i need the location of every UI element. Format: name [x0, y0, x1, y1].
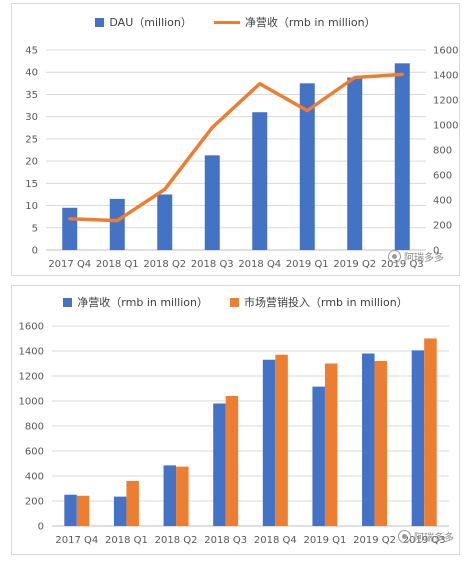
bar-dau — [62, 207, 78, 250]
watermark-top: 阿瑞多多 — [388, 249, 444, 264]
bar-revenue — [113, 496, 127, 526]
x-tick-label: 2018 Q4 — [254, 535, 297, 546]
x-tick-label: 2018 Q3 — [204, 535, 247, 546]
y-tick-label-left: 45 — [25, 46, 38, 57]
y-tick-label: 200 — [25, 497, 44, 508]
legend-swatch-marketing — [230, 297, 239, 307]
bar-dau — [299, 83, 315, 250]
x-tick-label: 2019 Q3 — [403, 535, 446, 546]
y-tick-label-left: 20 — [25, 157, 38, 168]
legend-label-marketing: 市场营销投入（rmb in million） — [244, 296, 408, 309]
y-tick-label-left: 15 — [25, 179, 38, 190]
y-tick-label-right: 600 — [433, 171, 452, 182]
chart-dau-revenue-plot: 0 5 10 15 20 25 30 35 40 45 0 200 400 600 800 1000 1200 1… — [25, 46, 458, 271]
y-tick-label-left: 0 — [32, 246, 38, 257]
y-tick-label-right: 400 — [433, 196, 452, 207]
y-tick-label-right: 800 — [433, 146, 452, 157]
x-tick-label: 2018 Q4 — [238, 259, 281, 270]
bar-dau — [109, 198, 125, 250]
legend-item-revenue: 净营收（rmb in million） — [213, 14, 376, 30]
bar-marketing — [275, 354, 288, 526]
x-tick-label: 2018 Q3 — [191, 259, 234, 270]
y-tick-label: 400 — [25, 472, 44, 483]
y-tick-label: 600 — [25, 447, 44, 458]
legend-label-revenue: 净营收（rmb in million） — [244, 16, 376, 29]
bar-revenue — [312, 386, 325, 526]
x-tick-label: 2019 Q1 — [286, 259, 329, 270]
y-tick-label: 1600 — [19, 322, 44, 333]
x-tick-label: 2018 Q2 — [155, 535, 198, 546]
legend-swatch-dau — [95, 17, 105, 27]
watermark-logo-icon — [398, 530, 411, 543]
bar-marketing — [76, 495, 90, 526]
bar-marketing — [225, 396, 239, 526]
bar-marketing — [176, 466, 189, 526]
y-tick-label: 0 — [38, 522, 44, 533]
y-tick-label-right: 1000 — [433, 121, 458, 132]
legend-label-dau: DAU（million） — [109, 16, 192, 29]
watermark-text-bottom: 阿瑞多多 — [414, 533, 454, 544]
watermark-bottom: 阿瑞多多 — [398, 529, 454, 544]
x-tick-label: 2017 Q4 — [55, 535, 98, 546]
x-tick-label: 2019 Q2 — [353, 535, 396, 546]
y-tick-label-left: 25 — [25, 134, 38, 145]
y-tick-label-right: 1400 — [433, 71, 458, 82]
watermark-text-top: 阿瑞多多 — [404, 253, 444, 264]
x-tick-label: 2019 Q3 — [381, 259, 424, 270]
chart-revenue-marketing-plot: 0 200 400 600 800 1000 1200 1400 1600 2017 Q4 2018… — [19, 322, 449, 546]
x-tick-label: 2018 Q1 — [96, 259, 139, 270]
legend-top: DAU（million） 净营收（rmb in million） — [12, 14, 459, 30]
bar-dau — [252, 112, 268, 250]
legend-item-revenue-b: 净营收（rmb in million） — [63, 294, 208, 310]
y-tick-label-left: 30 — [25, 112, 38, 123]
bar-dau — [204, 155, 220, 250]
x-tick-label: 2019 Q1 — [304, 535, 347, 546]
legend-swatch-revenue-b — [63, 297, 73, 307]
chart-revenue-marketing: 净营收（rmb in million） 市场营销投入（rmb in millio… — [11, 285, 460, 555]
legend-item-marketing: 市场营销投入（rmb in million） — [230, 294, 408, 310]
x-tick-label: 2018 Q2 — [143, 259, 186, 270]
y-tick-label: 800 — [25, 422, 44, 433]
legend-label-revenue-b: 净营收（rmb in million） — [77, 296, 208, 309]
x-tick-label: 2018 Q1 — [105, 535, 148, 546]
y-tick-label-left: 40 — [25, 68, 38, 79]
y-tick-label-right: 1200 — [433, 96, 458, 107]
y-tick-label-right: 1600 — [433, 46, 458, 57]
chart-dau-revenue: DAU（million） 净营收（rmb in million） 0 5 10 15 2… — [11, 3, 460, 276]
watermark-logo-icon — [388, 250, 401, 263]
bar-revenue — [262, 359, 276, 526]
y-tick-label-left: 5 — [32, 223, 38, 234]
bar-dau — [157, 194, 173, 250]
bar-dau — [394, 63, 410, 251]
y-tick-label-right: 200 — [433, 221, 452, 232]
x-tick-label: 2017 Q4 — [48, 259, 91, 270]
bar-revenue — [213, 403, 226, 526]
y-tick-label-left: 35 — [25, 90, 38, 101]
legend-bottom: 净营收（rmb in million） 市场营销投入（rmb in millio… — [12, 294, 459, 310]
line-revenue — [68, 72, 404, 223]
y-tick-label: 1400 — [19, 347, 44, 358]
bar-dau — [347, 77, 363, 250]
y-tick-label: 1200 — [19, 372, 44, 383]
legend-item-dau: DAU（million） — [95, 14, 192, 30]
y-tick-label-left: 10 — [25, 201, 38, 212]
bar-revenue — [411, 350, 425, 526]
bar-revenue — [163, 465, 177, 526]
x-tick-label: 2019 Q2 — [333, 259, 376, 270]
y-tick-label-right: 0 — [433, 246, 439, 257]
bar-marketing — [374, 361, 388, 526]
bar-marketing — [324, 363, 338, 526]
bar-revenue — [362, 353, 375, 526]
bar-marketing — [424, 338, 437, 526]
bar-marketing — [126, 481, 139, 526]
bar-revenue — [64, 494, 77, 526]
y-tick-label: 1000 — [19, 397, 44, 408]
legend-swatch-revenue-line — [213, 20, 240, 24]
